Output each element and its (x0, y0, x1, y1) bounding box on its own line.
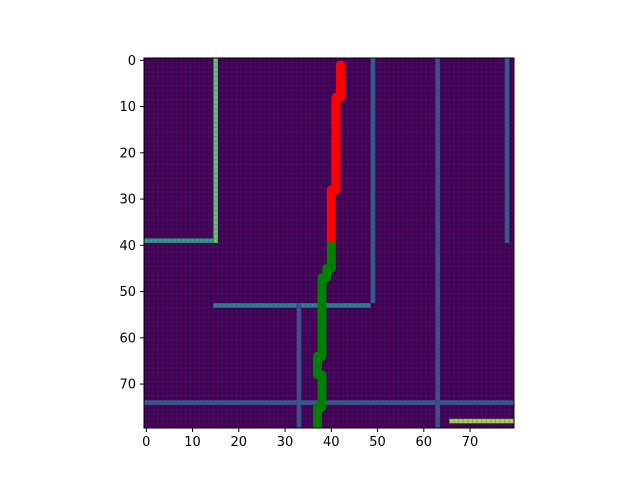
x-tick-label: 40 (323, 435, 340, 450)
series-path-0 (326, 60, 346, 250)
x-tick-label: 0 (142, 435, 150, 450)
x-tick-label: 60 (416, 435, 433, 450)
y-axis: 0 10 20 30 40 50 60 70 (119, 54, 144, 393)
x-tick-label: 20 (231, 435, 248, 450)
y-tick-label: 30 (119, 193, 136, 208)
y-tick-label: 70 (119, 378, 136, 393)
x-axis: 0 10 20 30 40 50 60 70 (142, 428, 478, 450)
y-tick-label: 60 (119, 331, 136, 346)
plot-frame (143, 57, 515, 429)
plot-area (143, 57, 515, 429)
y-tick-label: 0 (128, 54, 136, 69)
x-tick-label: 70 (462, 435, 479, 450)
x-tick-label: 50 (369, 435, 386, 450)
y-tick-label: 40 (119, 239, 136, 254)
series-path-1 (312, 240, 336, 428)
y-tick-label: 10 (119, 100, 136, 115)
y-tick-label: 20 (119, 146, 136, 161)
x-tick-label: 30 (277, 435, 294, 450)
series-layer (312, 60, 346, 428)
y-tick-label: 50 (119, 285, 136, 300)
x-tick-label: 10 (184, 435, 201, 450)
